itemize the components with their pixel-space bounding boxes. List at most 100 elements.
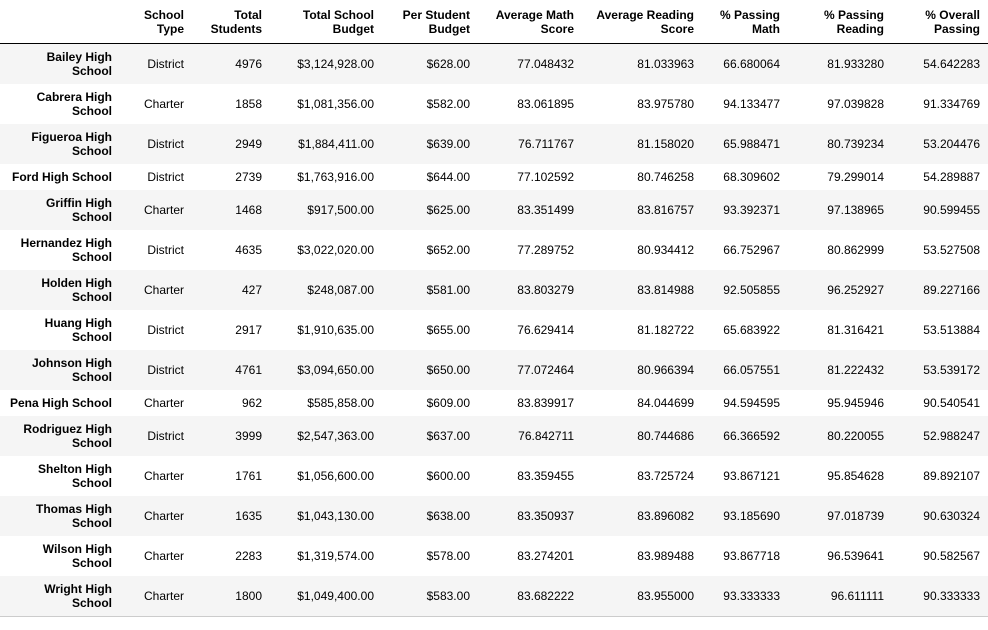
table-cell: 96.252927 bbox=[827, 283, 884, 297]
table-cell: 81.182722 bbox=[637, 323, 694, 337]
table-row: Pena High School Charter 962 $585,858.00 $60… bbox=[0, 390, 988, 416]
table-cell: $917,500.00 bbox=[307, 203, 374, 217]
table-cell: $1,763,916.00 bbox=[297, 170, 374, 184]
table-cell: 83.274201 bbox=[517, 549, 574, 563]
table-cell: $1,081,356.00 bbox=[297, 97, 374, 111]
table-cell: 4976 bbox=[235, 57, 262, 71]
column-header: School Type bbox=[120, 0, 192, 44]
table-cell: $1,056,600.00 bbox=[297, 469, 374, 483]
table-cell: $600.00 bbox=[426, 469, 470, 483]
table-cell: $1,910,635.00 bbox=[297, 323, 374, 337]
table-cell: 81.158020 bbox=[637, 137, 694, 151]
table-row: Cabrera High School Charter 1858 $1,081,356… bbox=[0, 84, 988, 124]
table-cell: 97.138965 bbox=[827, 203, 884, 217]
table-cell: 83.359455 bbox=[517, 469, 574, 483]
table-cell: 66.752967 bbox=[723, 243, 780, 257]
table-cell: 90.630324 bbox=[923, 509, 980, 523]
table-row: Griffin High School Charter 1468 $917,500.0… bbox=[0, 190, 988, 230]
table-cell: Charter bbox=[143, 396, 184, 410]
table-cell: 77.048432 bbox=[517, 57, 574, 71]
table-cell: 83.803279 bbox=[517, 283, 574, 297]
table-cell: $1,043,130.00 bbox=[297, 509, 374, 523]
table-cell: 2949 bbox=[235, 137, 262, 151]
row-header-school-name: Holden High School bbox=[41, 276, 112, 304]
table-cell: $248,087.00 bbox=[307, 283, 374, 297]
table-cell: 80.744686 bbox=[637, 429, 694, 443]
table-cell: 94.133477 bbox=[723, 97, 780, 111]
table-cell: Charter bbox=[143, 203, 184, 217]
table-cell: 1635 bbox=[235, 509, 262, 523]
table-cell: Charter bbox=[143, 283, 184, 297]
table-cell: 94.594595 bbox=[723, 396, 780, 410]
table-cell: 96.539641 bbox=[827, 549, 884, 563]
table-cell: 76.842711 bbox=[518, 429, 574, 443]
table-row: Ford High School District 2739 $1,763,916.0… bbox=[0, 164, 988, 190]
table-cell: 80.966394 bbox=[637, 363, 694, 377]
table-cell: 84.044699 bbox=[637, 396, 694, 410]
table-cell: $581.00 bbox=[426, 283, 470, 297]
table-cell: 80.220055 bbox=[827, 429, 884, 443]
table-cell: $1,319,574.00 bbox=[297, 549, 374, 563]
table-cell: 2917 bbox=[235, 323, 262, 337]
column-header: % Passing Math bbox=[702, 0, 788, 44]
table-cell: 93.867718 bbox=[723, 549, 780, 563]
table-cell: $3,124,928.00 bbox=[297, 57, 374, 71]
index-corner-cell bbox=[0, 0, 120, 44]
table-cell: 83.061895 bbox=[517, 97, 574, 111]
table-cell: 96.611111 bbox=[830, 589, 884, 603]
row-header-school-name: Johnson High School bbox=[32, 356, 112, 384]
row-header-school-name: Griffin High School bbox=[46, 196, 112, 224]
table-cell: 90.599455 bbox=[923, 203, 980, 217]
table-cell: $639.00 bbox=[426, 137, 470, 151]
row-header-school-name: Huang High School bbox=[44, 316, 112, 344]
table-cell: 53.539172 bbox=[923, 363, 980, 377]
table-cell: 1858 bbox=[235, 97, 262, 111]
header-row: School Type Total Students Total School Bu… bbox=[0, 0, 988, 44]
table-cell: 81.316421 bbox=[827, 323, 884, 337]
column-header: Average Math Score bbox=[478, 0, 582, 44]
table-cell: District bbox=[147, 429, 184, 443]
table-cell: 89.227166 bbox=[923, 283, 980, 297]
table-cell: $644.00 bbox=[426, 170, 470, 184]
table-body: Bailey High School District 4976 $3,124,928… bbox=[0, 43, 988, 617]
table-cell: 962 bbox=[241, 396, 262, 410]
table-cell: $628.00 bbox=[426, 57, 470, 71]
table-cell: 66.366592 bbox=[723, 429, 780, 443]
table-cell: 77.102592 bbox=[517, 170, 574, 184]
column-header: Total School Budget bbox=[270, 0, 382, 44]
table-cell: 2739 bbox=[235, 170, 262, 184]
table-cell: 81.033963 bbox=[637, 57, 694, 71]
table-cell: $625.00 bbox=[426, 203, 470, 217]
table-cell: 93.867121 bbox=[723, 469, 780, 483]
table-cell: 76.711767 bbox=[518, 137, 574, 151]
table-cell: Charter bbox=[143, 469, 184, 483]
table-cell: 53.527508 bbox=[923, 243, 980, 257]
table-cell: 81.933280 bbox=[827, 57, 884, 71]
table-cell: $583.00 bbox=[426, 589, 470, 603]
row-header-school-name: Cabrera High School bbox=[36, 90, 112, 118]
table-cell: 66.057551 bbox=[723, 363, 780, 377]
table-cell: 80.862999 bbox=[827, 243, 884, 257]
table-cell: District bbox=[147, 243, 184, 257]
table-cell: 77.289752 bbox=[517, 243, 574, 257]
table-cell: 81.222432 bbox=[827, 363, 884, 377]
row-header-school-name: Thomas High School bbox=[35, 502, 112, 530]
table-cell: 83.725724 bbox=[637, 469, 694, 483]
table-row: Rodriguez High School District 3999 $2,547,… bbox=[0, 416, 988, 456]
table-cell: 79.299014 bbox=[827, 170, 884, 184]
table-row: Holden High School Charter 427 $248,087.00 $… bbox=[0, 270, 988, 310]
table-cell: 90.582567 bbox=[923, 549, 980, 563]
table-row: Wilson High School Charter 2283 $1,319,574.… bbox=[0, 536, 988, 576]
table-cell: Charter bbox=[143, 97, 184, 111]
table-cell: $650.00 bbox=[426, 363, 470, 377]
table-cell: 97.018739 bbox=[827, 509, 884, 523]
table-cell: 53.513884 bbox=[923, 323, 980, 337]
table-cell: 65.988471 bbox=[723, 137, 780, 151]
table-cell: 95.945946 bbox=[827, 396, 884, 410]
row-header-school-name: Pena High School bbox=[9, 396, 112, 410]
table-cell: $652.00 bbox=[426, 243, 470, 257]
table-cell: 93.185690 bbox=[723, 509, 780, 523]
table-cell: 93.392371 bbox=[723, 203, 780, 217]
table-cell: 65.683922 bbox=[723, 323, 780, 337]
table-cell: $1,049,400.00 bbox=[297, 589, 374, 603]
